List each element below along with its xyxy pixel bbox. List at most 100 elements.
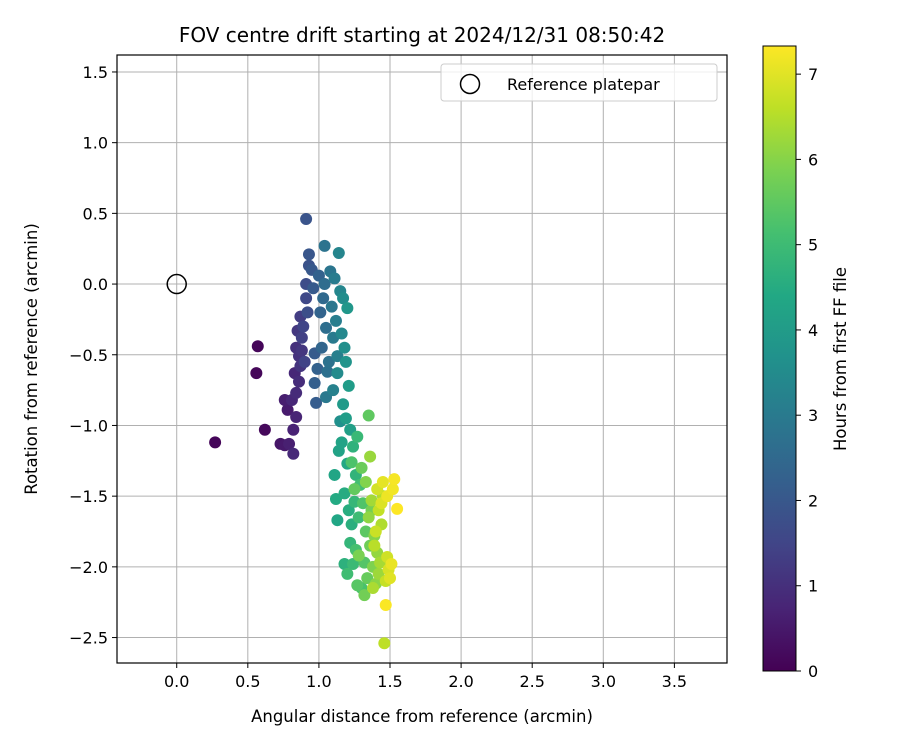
data-point <box>386 483 399 496</box>
colorbar-label: Hours from first FF file <box>831 267 850 451</box>
y-tick-label: 1.0 <box>83 134 108 153</box>
data-point <box>321 365 334 378</box>
data-point <box>317 292 330 305</box>
x-tick-label: 0.5 <box>235 672 260 691</box>
y-tick-label: −2.0 <box>69 558 108 577</box>
data-point <box>251 340 264 353</box>
data-point <box>325 300 338 313</box>
x-tick-label: 1.0 <box>306 672 331 691</box>
data-point <box>302 248 315 261</box>
data-point <box>258 423 271 436</box>
data-point <box>351 579 364 592</box>
data-point <box>338 487 351 500</box>
data-point <box>351 430 364 443</box>
data-point <box>388 473 401 486</box>
scatter-points <box>209 213 404 650</box>
data-point <box>314 306 327 319</box>
data-point <box>366 582 379 595</box>
data-point <box>362 511 375 524</box>
legend-marker <box>459 73 481 95</box>
colorbar-tick-label: 1 <box>808 577 818 596</box>
data-point <box>320 321 333 334</box>
data-point <box>335 327 348 340</box>
data-point <box>359 476 372 489</box>
y-tick-label: 1.5 <box>83 63 108 82</box>
data-point <box>376 476 389 489</box>
legend-entry-reference-platepar: Reference platepar <box>507 75 660 94</box>
data-point <box>209 436 222 449</box>
data-point <box>328 468 341 481</box>
data-point <box>327 384 340 397</box>
data-point <box>368 539 381 552</box>
data-point <box>379 599 392 612</box>
data-point <box>310 396 323 409</box>
data-point <box>318 239 331 252</box>
colorbar-tick-label: 0 <box>808 662 818 681</box>
data-point <box>332 246 345 259</box>
data-point <box>290 410 303 423</box>
data-point <box>290 386 303 399</box>
data-point <box>369 525 382 538</box>
legend: Reference platepar <box>440 63 718 102</box>
data-point <box>361 572 374 585</box>
data-point <box>342 504 355 517</box>
data-point <box>348 483 361 496</box>
data-point <box>347 440 360 453</box>
data-point <box>337 398 350 411</box>
data-point <box>300 292 313 305</box>
colorbar-tick-label: 5 <box>808 236 818 255</box>
data-point <box>295 344 308 357</box>
data-point <box>339 355 352 368</box>
colorbar-tick-label: 2 <box>808 491 818 510</box>
data-point <box>352 511 365 524</box>
data-point <box>293 375 306 388</box>
data-point <box>297 320 310 333</box>
data-point <box>342 379 355 392</box>
data-point <box>250 367 263 380</box>
data-point <box>335 436 348 449</box>
chart-title: FOV centre drift starting at 2024/12/31 … <box>179 23 665 47</box>
data-point <box>301 306 314 319</box>
y-axis-label: Rotation from reference (arcmin) <box>22 223 41 495</box>
x-tick-label: 3.0 <box>591 672 616 691</box>
x-axis-ticks: 0.0 0.5 1.0 1.5 2.0 2.5 3.0 3.5 <box>164 663 687 691</box>
x-axis-label: Angular distance from reference (arcmin) <box>251 707 593 726</box>
data-point <box>311 362 324 375</box>
data-point <box>358 589 371 602</box>
colorbar-gradient <box>762 45 797 672</box>
x-tick-label: 0.0 <box>164 672 189 691</box>
data-point <box>385 558 398 571</box>
data-point <box>341 567 354 580</box>
data-point <box>384 572 397 585</box>
data-point <box>287 423 300 436</box>
data-point <box>295 331 308 344</box>
data-point <box>308 377 321 390</box>
x-tick-label: 2.5 <box>519 672 544 691</box>
data-point <box>364 450 377 463</box>
colorbar-tick-label: 3 <box>808 406 818 425</box>
y-tick-label: −2.5 <box>69 629 108 648</box>
y-tick-label: −1.5 <box>69 487 108 506</box>
data-point <box>331 367 344 380</box>
data-point <box>318 278 331 291</box>
data-point <box>352 549 365 562</box>
data-point <box>298 355 311 368</box>
y-tick-label: 0.0 <box>83 275 108 294</box>
data-point <box>338 558 351 571</box>
data-point <box>331 350 344 363</box>
data-point <box>307 282 320 295</box>
x-tick-label: 1.5 <box>377 672 402 691</box>
data-point <box>329 492 342 505</box>
plot-frame <box>116 54 728 664</box>
data-point <box>312 269 325 282</box>
data-point <box>283 437 296 450</box>
data-point <box>338 341 351 354</box>
grid-lines <box>117 55 727 663</box>
reference-platepar-marker <box>166 273 187 295</box>
y-tick-label: −1.0 <box>69 416 108 435</box>
data-point <box>337 292 350 305</box>
data-point <box>315 341 328 354</box>
x-tick-label: 3.5 <box>662 672 687 691</box>
x-tick-label: 2.0 <box>448 672 473 691</box>
colorbar-tick-label: 4 <box>808 321 818 340</box>
